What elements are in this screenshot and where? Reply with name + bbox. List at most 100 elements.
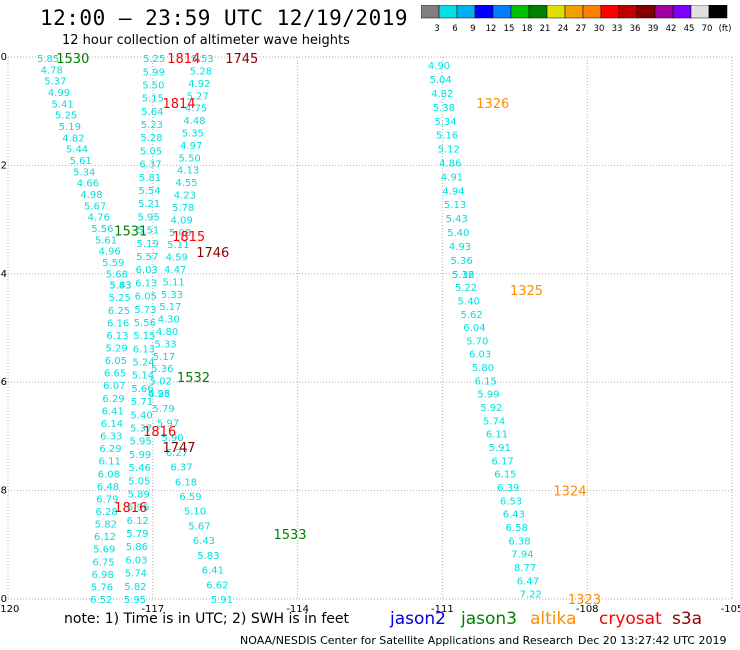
colorbar-label: 18	[522, 24, 533, 34]
swh-value: 5.61	[70, 156, 92, 167]
footnote: note: 1) Time is in UTC; 2) SWH is in fe…	[64, 611, 350, 627]
swh-value: 5.10	[184, 507, 206, 518]
swh-value: 6.33	[100, 432, 122, 443]
swh-value: 6.47	[517, 576, 539, 587]
swh-value: 5.76	[91, 582, 113, 593]
swh-value: 6.75	[92, 557, 114, 568]
swh-value: 6.58	[506, 523, 528, 534]
swh-value: 5.90	[161, 433, 183, 444]
colorbar-label: 24	[558, 24, 569, 34]
colorbar-label: 45	[684, 24, 695, 34]
swh-value: 6.39	[497, 483, 519, 494]
swh-value: 6.05	[135, 292, 157, 303]
swh-value: 6.27	[166, 448, 188, 459]
swh-value: 4.82	[431, 89, 453, 100]
swh-value: 5.36	[450, 256, 472, 267]
swh-value: 6.11	[486, 430, 508, 441]
page-subtitle: 12 hour collection of altimeter wave hei…	[62, 33, 350, 48]
swh-value: 5.05	[128, 476, 150, 487]
swh-value: 5.17	[159, 302, 181, 313]
colorbar-label: 21	[540, 24, 551, 34]
swh-value: 4.13	[177, 166, 199, 177]
swh-value: 5.59	[102, 258, 124, 269]
swh-value: 5.35	[182, 129, 204, 140]
pass-label-altika: 1326	[476, 97, 509, 112]
colorbar-label: 12	[486, 24, 497, 34]
colorbar-label: 27	[576, 24, 587, 34]
swh-value: 6.62	[206, 580, 228, 591]
swh-value: 4.93	[449, 242, 471, 253]
pass-label-s3a: 1746	[196, 246, 229, 261]
swh-value: 6.25	[108, 306, 130, 317]
swh-value: 4.98	[80, 190, 102, 201]
swh-value: 5.34	[434, 117, 456, 128]
swh-value: 4.09	[170, 215, 192, 226]
swh-value: 5.83	[109, 281, 131, 292]
swh-value: 5.13	[444, 200, 466, 211]
x-tick-label: -114	[286, 604, 309, 615]
swh-value: 5.97	[157, 418, 179, 429]
swh-value: 5.70	[466, 336, 488, 347]
swh-value: 5.50	[179, 153, 201, 164]
swh-value: 5.78	[172, 203, 194, 214]
swh-value: 4.99	[48, 88, 70, 99]
swh-value: 6.65	[104, 369, 126, 380]
swh-value: 4.90	[428, 61, 450, 72]
swh-value: 5.11	[167, 240, 189, 251]
swh-value: 5.40	[130, 410, 152, 421]
swh-value: 5.19	[137, 239, 159, 250]
generated-timestamp: Dec 20 13:27:42 UTC 2019	[578, 634, 727, 647]
swh-value: 5.74	[125, 569, 147, 580]
swh-value: 8.77	[514, 563, 536, 574]
swh-value: 5.61	[95, 235, 117, 246]
swh-value: 4.55	[175, 178, 197, 189]
swh-value: 5.08	[169, 228, 191, 239]
swh-value: 5.17	[153, 352, 175, 363]
swh-value: 6.52	[90, 595, 112, 606]
colorbar-label: 33	[612, 24, 623, 34]
pass-label-s3a: 1745	[225, 52, 258, 67]
swh-value: 5.50	[142, 80, 164, 91]
swh-value: 4.92	[188, 79, 210, 90]
swh-value: 4.23	[174, 191, 196, 202]
swh-value: 4.78	[41, 65, 63, 76]
swh-value: 5.25	[109, 293, 131, 304]
swh-value: 5.66	[131, 384, 153, 395]
pass-label-jason3: 1531	[114, 224, 147, 239]
swh-value: 4.96	[99, 247, 121, 258]
swh-value: 5.22	[455, 283, 477, 294]
colorbar-label: 15	[504, 24, 515, 34]
swh-value: 6.15	[494, 470, 516, 481]
legend-s3a: s3a	[672, 609, 703, 629]
swh-value: 5.53	[191, 54, 213, 65]
swh-value: 5.40	[458, 296, 480, 307]
swh-value: 6.38	[508, 536, 530, 547]
swh-value: 4.47	[164, 265, 186, 276]
pass-label-cryosat: 1815	[172, 230, 205, 245]
swh-value: 6.59	[179, 492, 201, 503]
swh-value: 5.44	[66, 145, 88, 156]
swh-value: 6.03	[136, 265, 158, 276]
y-tick-label: -10	[0, 594, 7, 605]
swh-value: 4.30	[158, 315, 180, 326]
swh-value: 6.41	[102, 406, 124, 417]
swh-value: 5.15	[133, 331, 155, 342]
swh-value: 5.95	[124, 595, 146, 606]
x-tick-label: -108	[576, 604, 599, 615]
swh-value: 6.43	[193, 536, 215, 547]
y-tick-label: 0	[1, 52, 7, 63]
swh-value: 5.85	[37, 54, 59, 65]
swh-value: 5.16	[436, 131, 458, 142]
swh-value: 5.54	[138, 186, 160, 197]
swh-value: 5.89	[128, 489, 150, 500]
swh-value: 4.86	[439, 159, 461, 170]
swh-value: 4.97	[180, 141, 202, 152]
pass-label-jason3: 1530	[56, 52, 89, 67]
swh-value: 5.33	[154, 339, 176, 350]
swh-value: 5.91	[489, 443, 511, 454]
swh-value: 5.68	[106, 269, 128, 280]
swh-value: 6.04	[463, 323, 485, 334]
swh-value: 5.69	[93, 545, 115, 556]
swh-value: 6.12	[94, 532, 116, 543]
legend-altika: altika	[530, 609, 577, 629]
